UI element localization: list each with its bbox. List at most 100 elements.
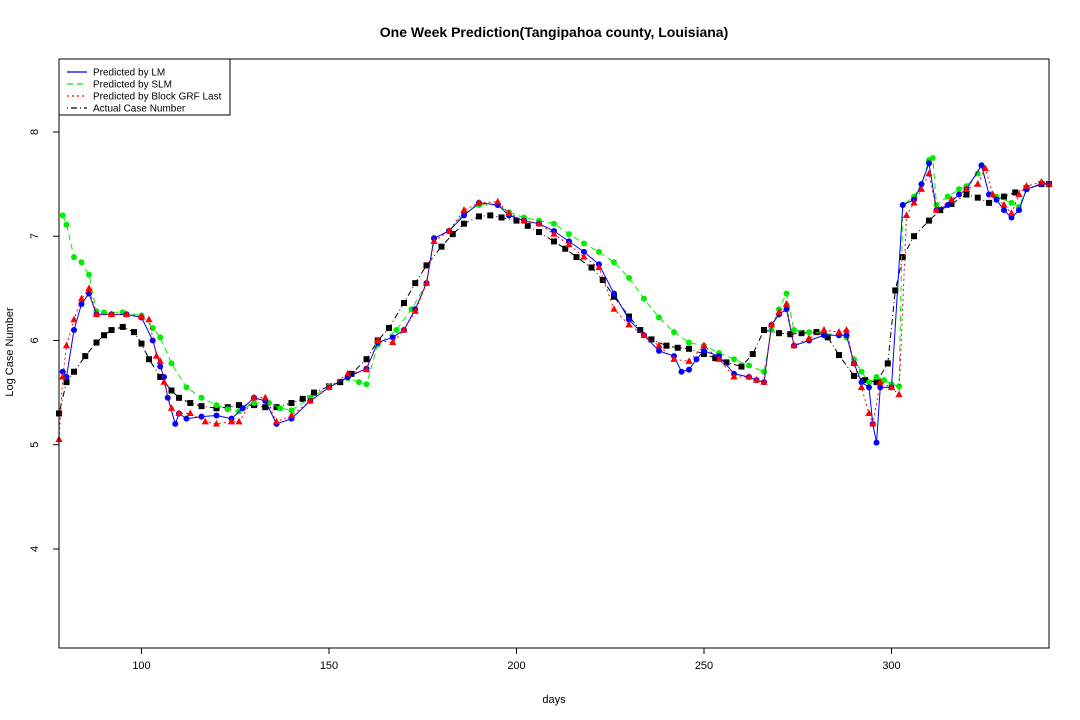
data-point [164,394,171,401]
data-point [156,357,164,364]
data-point [261,393,269,401]
data-point [730,372,738,380]
data-point [239,405,246,412]
data-point [389,338,397,346]
data-point [393,327,400,334]
data-point [588,264,595,271]
data-point [671,329,677,336]
data-point [974,180,982,187]
data-point [63,379,70,386]
data-point [138,340,145,347]
data-point [344,369,352,377]
data-point [251,400,257,407]
data-point [884,360,891,367]
data-point [157,373,164,380]
data-point [767,320,776,328]
data-point [993,196,1000,203]
x-axis-label: days [542,694,566,706]
data-point [250,393,258,401]
data-point [693,356,700,363]
data-point [899,201,906,208]
data-point [119,323,126,330]
data-point [145,315,153,323]
data-point [536,229,542,236]
data-point [824,334,831,341]
data-point [71,254,77,261]
data-point [213,412,220,419]
y-tick-label: 4 [29,546,41,552]
data-point [212,419,221,427]
data-point [213,405,220,412]
data-point [896,383,902,390]
data-point [926,217,932,224]
data-point [813,329,820,336]
data-point [198,403,205,410]
data-point [198,394,205,401]
data-point [641,295,647,302]
data-point [59,212,66,219]
data-point [663,342,670,349]
data-point [70,315,78,323]
data-point [876,378,884,385]
data-point [974,194,981,201]
data-point [873,439,880,446]
data-point [640,331,648,338]
data-point [71,327,77,334]
data-point [1015,190,1023,198]
data-point [836,352,842,359]
data-point [1016,207,1022,214]
data-point [978,162,985,169]
data-point [573,254,580,261]
data-point [768,327,775,334]
data-point [386,324,392,331]
data-point [93,339,100,346]
data-point [131,329,137,336]
data-point [168,360,175,367]
data-point [430,237,438,245]
data-point [356,379,362,386]
data-point [862,377,869,384]
data-point [865,409,873,417]
data-point [610,305,618,312]
data-point [925,169,933,177]
data-point [461,220,467,227]
y-tick-label: 5 [29,442,41,448]
data-point [288,407,295,414]
x-tick-label: 150 [320,660,338,672]
data-point [783,306,790,313]
data-point [374,336,382,344]
data-point [59,372,67,380]
data-point [551,238,557,245]
data-point [412,280,419,287]
data-point [63,221,70,228]
data-point [273,404,280,411]
data-point [790,341,798,349]
data-point [82,353,89,360]
data-point [438,243,445,250]
data-point [363,356,370,363]
data-point [944,193,951,200]
data-point [198,413,205,420]
data-point [161,373,167,380]
data-point [461,212,467,219]
data-point [62,341,71,349]
data-point [59,368,66,375]
data-point [850,359,858,367]
data-point [596,248,602,255]
data-point [107,310,116,318]
data-point [701,351,707,358]
data-point [851,372,857,379]
data-point [791,327,797,334]
data-point [224,406,231,413]
data-point [670,355,678,362]
data-point [172,420,179,427]
y-axis: 4 5 6 7 8 [29,129,59,552]
data-point [944,201,951,208]
data-point [899,254,906,261]
data-point [201,417,209,425]
data-point [476,213,482,220]
chart-title: One Week Prediction(Tangipahoa county, L… [380,24,729,40]
data-point [449,231,456,238]
data-point [731,356,737,363]
